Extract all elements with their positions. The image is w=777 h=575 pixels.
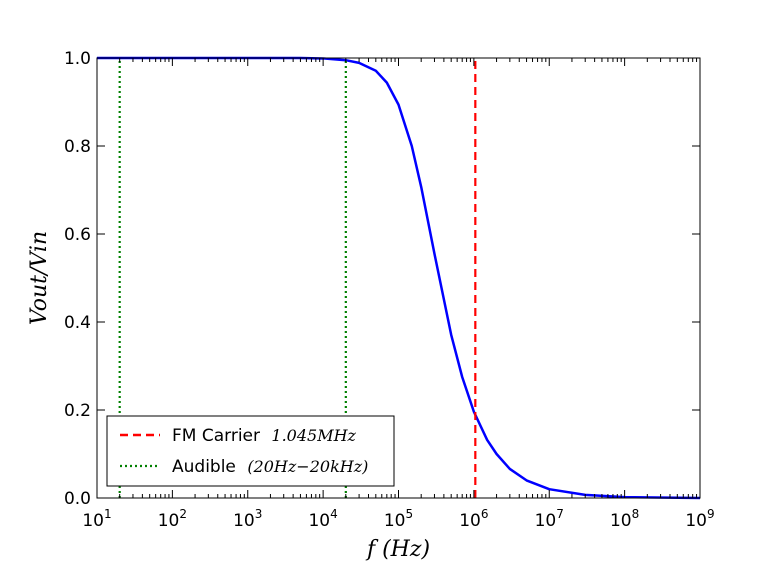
x-tick-label: 104 <box>308 507 337 531</box>
y-axis-label: Vout/Vin <box>27 231 52 325</box>
y-tick-label: 0.6 <box>64 225 91 245</box>
legend: FM Carrier 1.045MHz Audible (20Hz−20kHz) <box>106 415 395 487</box>
x-tick-label: 109 <box>685 507 714 531</box>
ticks-layer <box>96 57 701 499</box>
legend-label-audible: Audible (20Hz−20kHz) <box>172 457 368 477</box>
y-tick-label: 0.4 <box>64 313 91 333</box>
y-tick-label: 1.0 <box>64 49 91 69</box>
x-tick-label: 107 <box>535 507 564 531</box>
y-tick-label: 0.8 <box>64 137 91 157</box>
y-tick-label: 0.2 <box>64 401 91 421</box>
x-tick-label: 103 <box>233 507 262 531</box>
x-tick-label: 108 <box>610 507 639 531</box>
y-tick-label: 0.0 <box>64 489 91 509</box>
legend-label-fm-carrier: FM Carrier 1.045MHz <box>172 426 357 446</box>
x-tick-label: 106 <box>459 507 488 531</box>
legend-box <box>106 415 395 487</box>
x-tick-label: 102 <box>158 507 187 531</box>
x-tick-label: 105 <box>384 507 413 531</box>
x-axis-label: f (Hz) <box>365 537 430 562</box>
tick-labels-layer: 101 102 103 104 105 106 107 108 109 0.0 0.2 0.4 0.6 0… <box>64 49 715 531</box>
x-tick-label: 101 <box>82 507 111 531</box>
